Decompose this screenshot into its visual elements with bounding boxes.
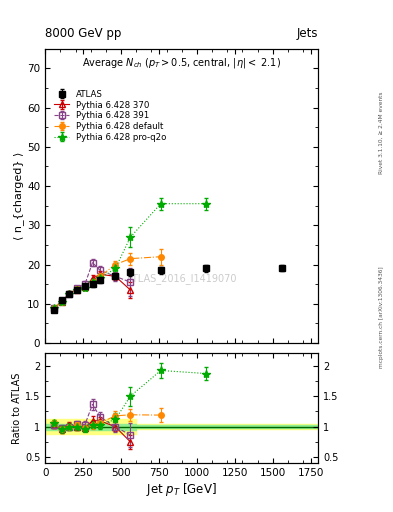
Text: 8000 GeV pp: 8000 GeV pp bbox=[45, 28, 121, 40]
Y-axis label: ⟨ n_{charged} ⟩: ⟨ n_{charged} ⟩ bbox=[13, 152, 24, 240]
Text: ATLAS_2016_I1419070: ATLAS_2016_I1419070 bbox=[127, 273, 237, 284]
Text: Average $N_{ch}$ ($p_{T}$$>$0.5, central, $|\eta|$$<$ 2.1): Average $N_{ch}$ ($p_{T}$$>$0.5, central… bbox=[82, 56, 281, 70]
Text: Rivet 3.1.10, ≥ 2.4M events: Rivet 3.1.10, ≥ 2.4M events bbox=[379, 92, 384, 175]
Text: Jets: Jets bbox=[297, 28, 318, 40]
Legend: ATLAS, Pythia 6.428 370, Pythia 6.428 391, Pythia 6.428 default, Pythia 6.428 pr: ATLAS, Pythia 6.428 370, Pythia 6.428 39… bbox=[52, 88, 169, 143]
Text: mcplots.cern.ch [arXiv:1306.3436]: mcplots.cern.ch [arXiv:1306.3436] bbox=[379, 267, 384, 368]
X-axis label: Jet $p_T$ [GeV]: Jet $p_T$ [GeV] bbox=[146, 481, 217, 498]
Y-axis label: Ratio to ATLAS: Ratio to ATLAS bbox=[12, 373, 22, 444]
